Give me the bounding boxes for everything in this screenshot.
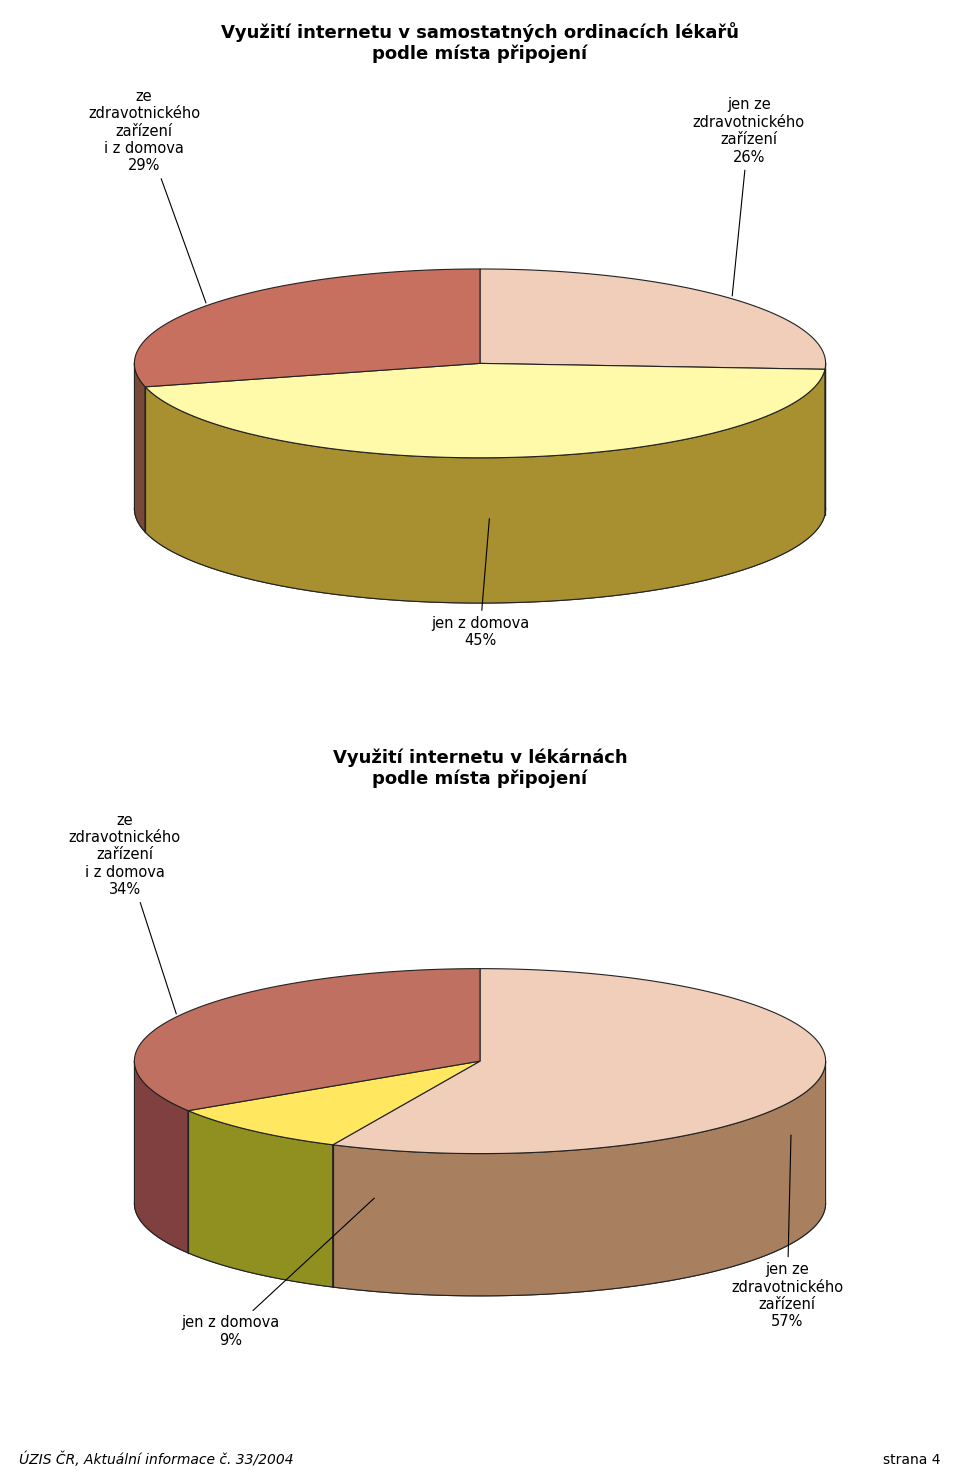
Text: ÚZIS ČR, Aktuální informace č. 33/2004: ÚZIS ČR, Aktuální informace č. 33/2004 [19, 1452, 294, 1467]
Polygon shape [134, 270, 480, 387]
Text: jen z domova
45%: jen z domova 45% [431, 519, 529, 648]
Text: Využití internetu v lékárnách
podle místa připojení: Využití internetu v lékárnách podle míst… [333, 748, 627, 788]
Polygon shape [134, 363, 145, 532]
Polygon shape [134, 1061, 188, 1252]
Text: jen ze
zdravotnického
zařízení
57%: jen ze zdravotnického zařízení 57% [732, 1135, 843, 1329]
Polygon shape [188, 1061, 480, 1144]
Polygon shape [333, 969, 826, 1153]
Text: jen z domova
9%: jen z domova 9% [181, 1197, 374, 1347]
Text: jen ze
zdravotnického
zařízení
26%: jen ze zdravotnického zařízení 26% [693, 98, 804, 296]
Polygon shape [145, 363, 825, 458]
Text: Využití internetu v samostatných ordinacích lékařů
podle místa připojení: Využití internetu v samostatných ordinac… [221, 22, 739, 64]
Text: ze
zdravotnického
zařízení
i z domova
34%: ze zdravotnického zařízení i z domova 34… [69, 812, 180, 1014]
Polygon shape [333, 1061, 826, 1295]
Text: ze
zdravotnického
zařízení
i z domova
29%: ze zdravotnického zařízení i z domova 29… [88, 89, 206, 302]
Polygon shape [480, 270, 826, 369]
Polygon shape [134, 969, 480, 1110]
Polygon shape [145, 369, 825, 603]
Text: strana 4: strana 4 [883, 1454, 941, 1467]
Polygon shape [188, 1110, 333, 1286]
